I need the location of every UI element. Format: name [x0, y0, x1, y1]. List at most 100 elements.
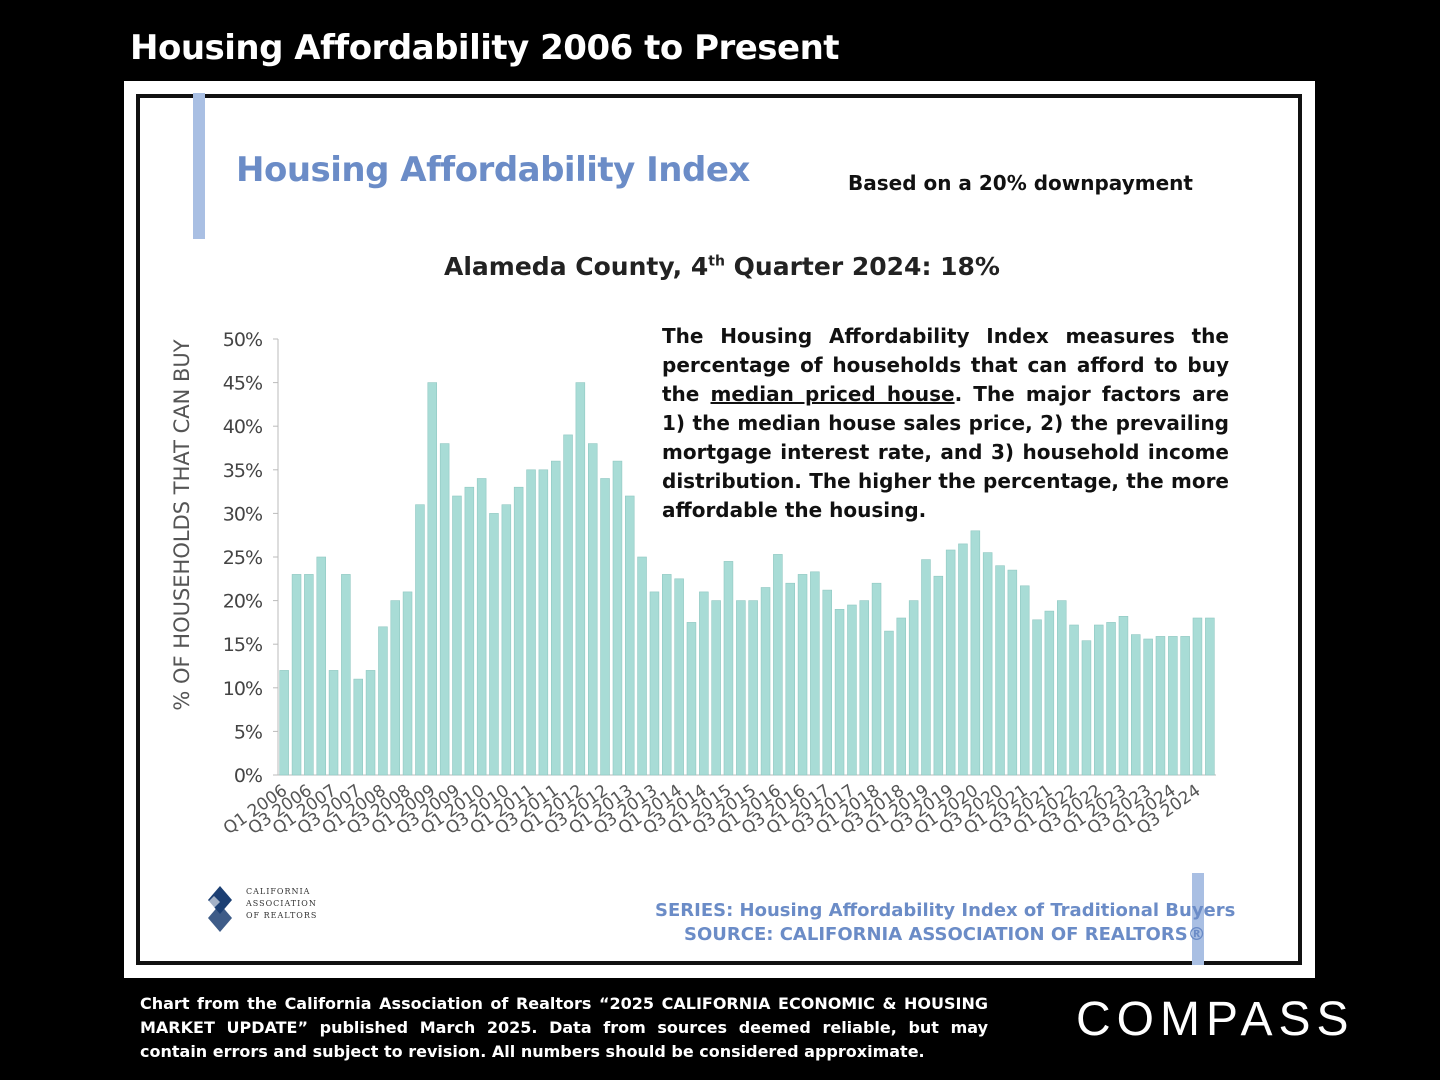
county-suffix: Quarter 2024: 18%	[724, 252, 1000, 281]
bar	[587, 443, 598, 776]
bar	[686, 622, 697, 776]
bar	[1019, 585, 1030, 776]
bar	[711, 600, 721, 776]
bar	[1143, 638, 1153, 776]
bar	[1168, 636, 1178, 776]
y-tick-label: 5%	[234, 721, 262, 743]
bar	[563, 434, 573, 776]
bar	[884, 630, 894, 776]
series-line: SERIES: Housing Affordability Index of T…	[655, 900, 1236, 921]
y-tick-label: 35%	[223, 460, 262, 482]
bar	[365, 670, 376, 776]
bar	[489, 513, 499, 776]
bar	[575, 382, 586, 776]
bar	[649, 591, 660, 776]
bar	[464, 486, 475, 776]
bar	[378, 626, 388, 776]
bar	[612, 460, 623, 776]
county-sup: th	[708, 253, 725, 270]
bar	[785, 582, 795, 776]
bar	[538, 469, 549, 776]
bar	[1192, 617, 1203, 776]
bar	[353, 678, 363, 776]
bar	[699, 591, 709, 776]
description-part-2: . The major factors are 1) the median ho…	[662, 382, 1230, 522]
y-tick-label: 25%	[223, 547, 262, 569]
index-title: Housing Affordability Index	[236, 150, 750, 190]
bar	[402, 591, 413, 776]
bar	[1057, 600, 1067, 776]
bar	[896, 617, 906, 776]
bar	[958, 543, 968, 776]
bar	[736, 600, 746, 776]
bar	[1106, 622, 1116, 776]
bar	[1044, 610, 1055, 776]
bar	[1081, 640, 1092, 776]
y-tick-label: 50%	[223, 329, 262, 351]
bar	[328, 670, 339, 776]
bar	[760, 587, 771, 776]
bar	[526, 469, 536, 776]
bar	[822, 589, 832, 776]
bar	[661, 574, 672, 776]
bar	[1032, 619, 1042, 776]
bar	[970, 530, 981, 776]
median-priced-house-text: median priced house	[710, 382, 955, 406]
bar	[427, 382, 437, 776]
bar	[871, 582, 882, 776]
y-tick-label: 0%	[234, 765, 262, 787]
bar	[1180, 636, 1190, 776]
y-axis-label: % OF HOUSEHOLDS THAT CAN BUY	[170, 339, 194, 710]
bar	[341, 574, 351, 776]
description-part-1: The Housing Affordability Index measures…	[662, 324, 1229, 406]
bar	[513, 486, 524, 776]
y-tick-label: 20%	[223, 591, 262, 613]
source-line: SOURCE: CALIFORNIA ASSOCIATION OF REALTO…	[684, 924, 1206, 945]
chart-frame	[136, 94, 1302, 965]
bar	[1205, 617, 1215, 776]
bar	[921, 559, 931, 776]
bar	[1131, 634, 1141, 776]
bar	[452, 495, 462, 776]
bar	[316, 556, 326, 776]
bar	[1007, 569, 1018, 776]
bar	[810, 571, 820, 776]
chart-panel	[124, 81, 1315, 978]
y-tick-label: 45%	[223, 373, 262, 395]
bar	[1118, 615, 1129, 776]
logo-line: CALIFORNIA	[246, 887, 311, 896]
bar	[674, 578, 684, 776]
bar	[797, 574, 808, 776]
bar	[415, 504, 425, 776]
bar	[1069, 624, 1079, 776]
downpayment-note: Based on a 20% downpayment	[848, 171, 1193, 195]
bar	[834, 608, 845, 776]
car-logo-icon	[208, 886, 232, 932]
bar	[945, 549, 956, 776]
bar	[933, 575, 944, 776]
logo-line: OF REALTORS	[246, 911, 318, 920]
y-tick-label: 15%	[223, 634, 262, 656]
bar	[1094, 624, 1104, 776]
index-description: The Housing Affordability Index measures…	[662, 322, 1229, 525]
bar	[859, 600, 869, 776]
bar	[291, 574, 302, 776]
bar	[624, 495, 635, 776]
bar	[550, 460, 561, 776]
bar	[1155, 636, 1166, 776]
bar	[847, 604, 857, 776]
bar	[476, 478, 487, 776]
bar	[637, 556, 647, 776]
bar	[501, 504, 512, 776]
car-logo-text: CALIFORNIA ASSOCIATION OF REALTORS	[246, 886, 317, 922]
chart-subtitle: Alameda County, 4th Quarter 2024: 18%	[444, 252, 1000, 281]
logo-line: ASSOCIATION	[246, 899, 317, 908]
footnote: Chart from the California Association of…	[140, 994, 988, 1061]
bar	[748, 600, 758, 776]
bar	[723, 561, 734, 776]
bar	[390, 600, 400, 776]
compass-logo: COMPASS	[1076, 993, 1355, 1046]
bar	[600, 478, 610, 776]
county-prefix: Alameda County, 4	[444, 252, 709, 281]
